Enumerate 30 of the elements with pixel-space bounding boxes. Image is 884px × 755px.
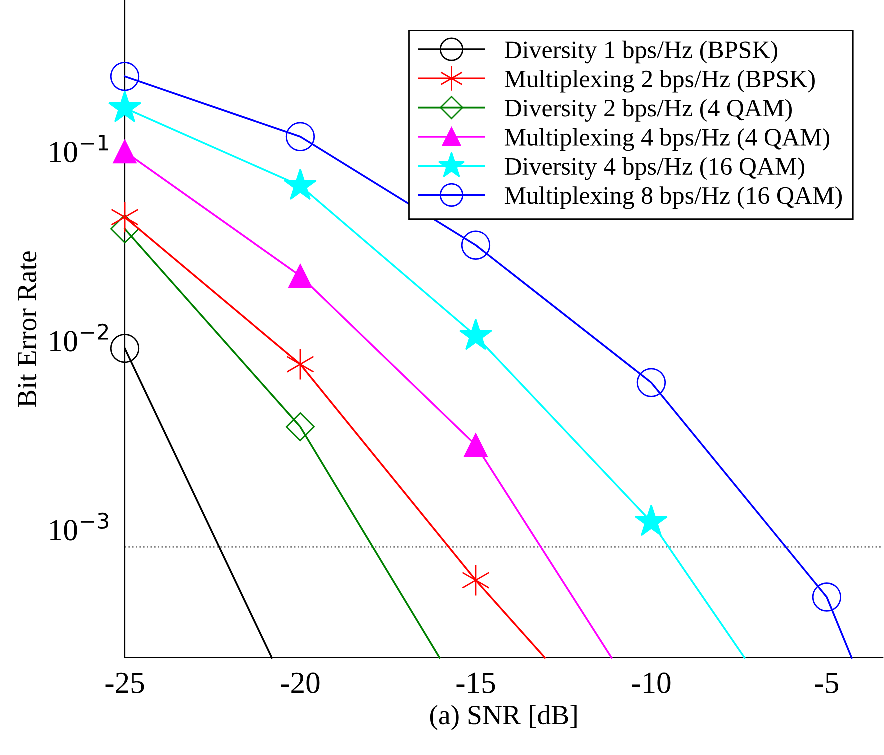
- point: [461, 230, 491, 260]
- point: [110, 334, 140, 364]
- x-axis-title: (a) SNR [dB]: [430, 705, 577, 730]
- point: [634, 504, 668, 536]
- point: [110, 214, 140, 244]
- y-tick-label: 10$^{−3}$: [50, 512, 109, 541]
- legend-label: Diversity 2 bps/Hz (4 QAM): [504, 99, 792, 122]
- x-tick-label: -20: [281, 672, 320, 694]
- y-tick-label: 10$^{−1}$: [50, 134, 108, 163]
- x-tick-label: -15: [456, 672, 496, 694]
- legend-label: Multiplexing 4 bps/Hz (4 QAM): [504, 128, 830, 152]
- legend-label: Diversity 4 bps/Hz (16 QAM): [504, 157, 804, 180]
- point: [286, 122, 316, 152]
- x-tick-label: -5: [815, 673, 838, 694]
- point: [284, 168, 318, 200]
- point: [110, 62, 140, 92]
- point: [812, 582, 842, 612]
- y-axis-title: Bit Error Rate: [18, 252, 37, 408]
- x-tick-label: -10: [632, 672, 671, 694]
- point: [464, 434, 488, 458]
- legend-label: Diversity 1 bps/Hz (BPSK): [504, 40, 778, 64]
- point: [636, 368, 666, 398]
- legend-label: Multiplexing 8 bps/Hz (16 QAM): [504, 186, 842, 210]
- point: [459, 318, 493, 350]
- point: [286, 412, 315, 442]
- y-tick-label: 10$^{−2}$: [50, 324, 108, 352]
- point: [288, 264, 312, 288]
- legend-label: Multiplexing 2 bps/Hz (BPSK): [504, 70, 815, 93]
- x-tick-label: -25: [106, 672, 144, 694]
- point: [113, 140, 137, 164]
